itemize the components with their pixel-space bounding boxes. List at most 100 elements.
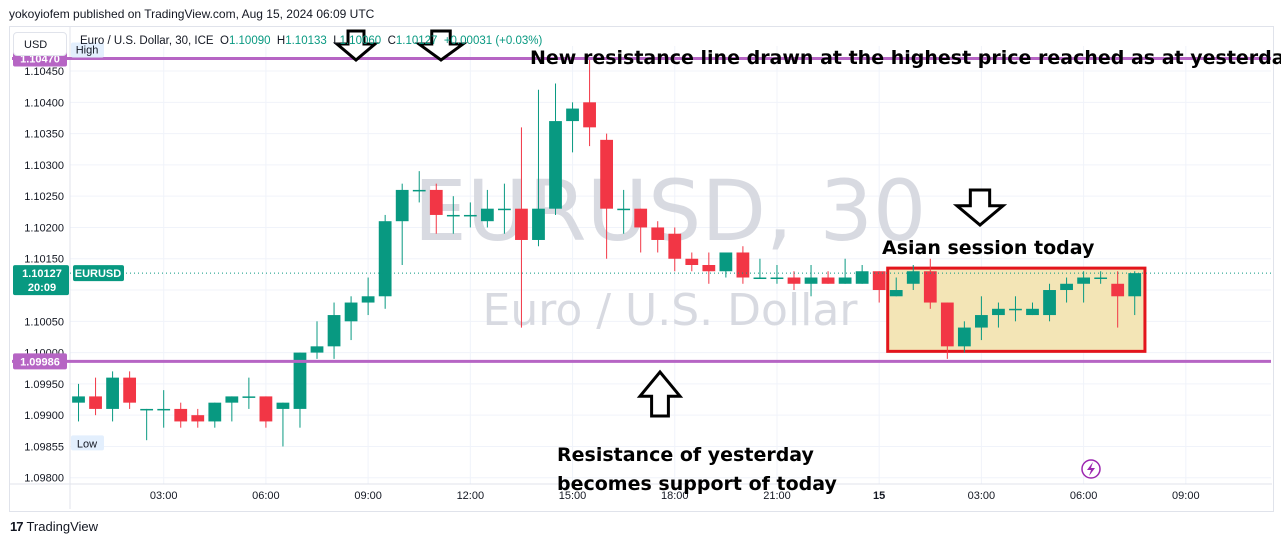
candle [668,227,682,272]
candle [157,390,171,428]
candle-body [327,315,341,347]
candle-body [1060,283,1073,291]
candle [889,277,903,297]
candle-body [992,308,1005,316]
candle [719,252,733,278]
candle [702,252,716,284]
candle [634,208,648,253]
candle-body [719,252,733,272]
y-tick-label: 1.09900 [24,410,64,422]
candle [651,221,665,253]
resistance-price-label: 1.10470 [20,54,60,66]
legend-close-label: C [387,35,396,47]
candle [225,396,239,422]
candle [957,321,971,353]
candle-body [1077,277,1090,284]
chart-frame [9,26,1274,512]
candle-body [1111,283,1125,297]
watermark-layer: EURUSD, 30 Euro / U.S. Dollar [414,162,927,336]
candle [463,202,477,228]
candle [1026,302,1039,316]
candle [736,246,750,284]
candle [72,383,85,422]
down-arrow-icon [332,29,380,62]
candle-body [736,252,750,278]
candle [1060,277,1073,303]
candle [566,102,579,153]
candle-body [906,271,920,284]
y-tick-label: 1.10300 [24,160,64,172]
candle [259,396,273,428]
candle-body [225,396,239,403]
tradingview-logo-icon: 17 [10,519,24,534]
candle-body [191,415,205,422]
footer-brand[interactable]: 17 TradingView [10,519,98,534]
candle [480,189,494,228]
y-tick-label: 1.09950 [24,379,64,391]
currency-button[interactable]: USD [13,32,67,56]
candle [685,252,699,272]
candle [310,321,324,359]
x-tick-label: 06:00 [252,490,280,502]
candle-body [872,271,886,291]
candle-body [429,189,443,215]
candle [276,402,290,447]
candle-body [770,277,784,280]
support-annotation-line2: becomes support of today [557,473,837,495]
candle-body [498,208,511,211]
legend-low-label: L [333,35,340,47]
legend-name: Euro / U.S. Dollar, 30, ICE [80,35,214,47]
candle-body [480,208,494,222]
candle [293,352,307,428]
brand-label: TradingView [26,519,99,534]
candle [1094,271,1108,284]
candle [344,296,358,341]
candle-body [293,352,307,409]
candle-body [1043,290,1056,316]
candle [753,258,767,280]
candle-body [668,233,682,259]
high-tag-bg [71,42,104,58]
x-tick-label: 18:00 [661,490,689,502]
candle-body [634,208,648,228]
candle-body [310,346,324,353]
x-tick-label: 06:00 [1070,490,1098,502]
candle-body [1094,277,1108,280]
candle-body [804,277,818,284]
x-tick-label: 03:00 [968,490,996,502]
candle [617,189,631,234]
candle-body [515,208,528,240]
candle [770,265,784,284]
candle [975,296,988,341]
y-tick-label: 1.10200 [24,222,64,234]
candle [906,265,920,291]
candle-body [1026,308,1039,316]
candle-body [123,377,137,403]
candle-body [702,265,716,272]
candle [600,133,614,259]
candle [208,402,222,428]
candle-body [753,277,767,280]
candle [89,377,102,416]
symbol-tag: EURUSD [75,268,122,280]
up-arrow-icon [636,369,684,418]
current-price-tag [13,265,69,296]
down-arrow-icon [952,188,1008,227]
candle [583,58,596,147]
candle [378,214,392,309]
candle [855,265,869,284]
candle [123,371,137,409]
candle [446,196,460,234]
candle-body [821,277,835,284]
asian-session-annotation: Asian session today [882,237,1095,259]
candle-body [1128,273,1142,297]
y-tick-label: 1.09800 [24,473,64,485]
candle-body [446,214,460,217]
candle [787,271,801,291]
candle-body [361,296,375,303]
candle [140,408,154,441]
x-tick-label: 09:00 [354,490,382,502]
candle-body [975,315,988,328]
x-tick-label: 15 [873,490,885,502]
